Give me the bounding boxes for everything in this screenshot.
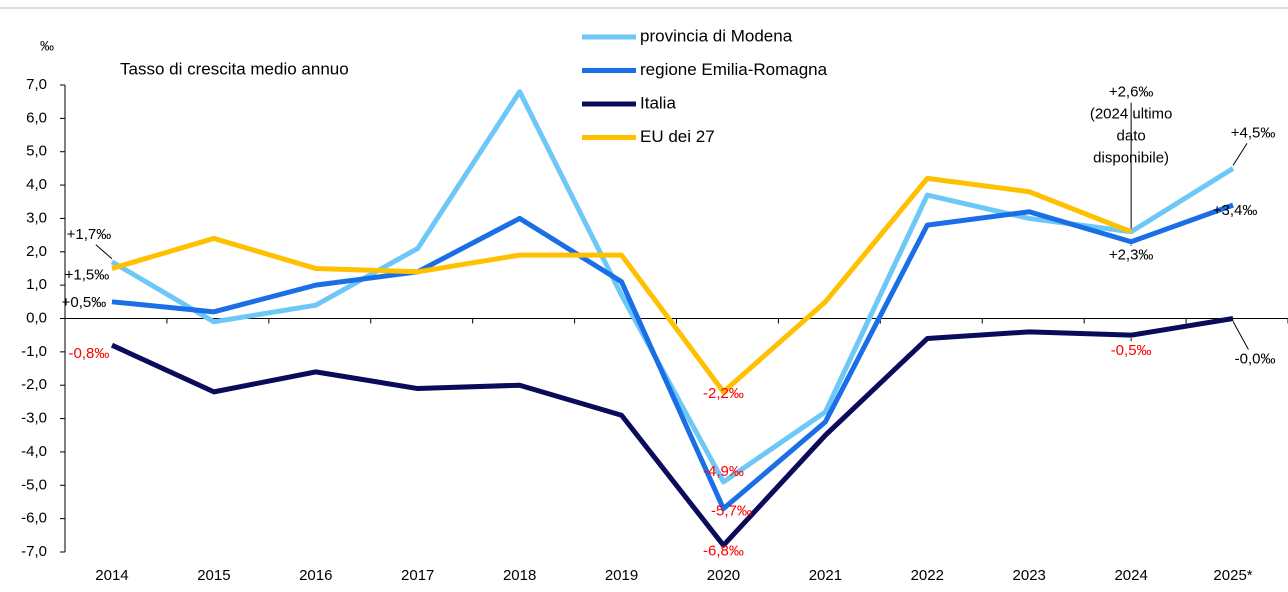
y-tick-label: 5,0 — [26, 143, 47, 160]
series-line — [110, 316, 1234, 548]
legend-label: EU dei 27 — [640, 127, 715, 146]
y-tick-label: -6,0 — [21, 510, 47, 527]
note-line: dato — [1117, 128, 1146, 145]
data-label: -0,0‰ — [1235, 350, 1276, 367]
legend-label: provincia di Modena — [640, 26, 793, 45]
x-tick-label: 2025* — [1213, 567, 1252, 584]
x-tick-label: 2018 — [503, 567, 536, 584]
y-tick-label: 3,0 — [26, 209, 47, 226]
note-line: disponibile) — [1093, 150, 1169, 167]
subtitle: Tasso di crescita medio annuo — [120, 59, 349, 78]
data-label: +0,5‰ — [62, 294, 107, 311]
data-label: -0,5‰ — [1111, 342, 1152, 359]
y-tick-label: -3,0 — [21, 410, 47, 427]
y-tick-label: -7,0 — [21, 543, 47, 560]
y-tick-label: 6,0 — [26, 109, 47, 126]
y-tick-label: 0,0 — [26, 309, 47, 326]
series-line — [110, 89, 1235, 485]
x-tick-label: 2020 — [707, 567, 740, 584]
legend-label: Italia — [640, 93, 676, 112]
data-label: +3,4‰ — [1213, 202, 1258, 219]
series-line — [111, 202, 1234, 512]
x-tick-label: 2019 — [605, 567, 638, 584]
data-label: +2,6‰ — [1109, 84, 1154, 101]
unit-label: ‰ — [40, 38, 54, 54]
note-line: (2024 ultimo — [1090, 106, 1173, 123]
y-tick-label: 4,0 — [26, 176, 47, 193]
x-tick-label: 2015 — [197, 567, 230, 584]
y-tick-label: -5,0 — [21, 476, 47, 493]
x-tick-label: 2016 — [299, 567, 332, 584]
callout-line — [95, 244, 113, 260]
callout-line — [1232, 321, 1249, 350]
x-tick-label: 2023 — [1013, 567, 1046, 584]
data-label: -5,7‰ — [711, 503, 752, 520]
data-label: +2,3‰ — [1109, 247, 1154, 264]
x-tick-label: 2021 — [809, 567, 842, 584]
callout-line — [1232, 143, 1248, 166]
data-label: -6,8‰ — [703, 542, 744, 559]
x-tick-label: 2014 — [95, 567, 128, 584]
x-tick-label: 2017 — [401, 567, 434, 584]
x-tick-label: 2024 — [1114, 567, 1147, 584]
data-label: -2,2‰ — [703, 385, 744, 402]
y-tick-label: 1,0 — [26, 276, 47, 293]
data-label: -0,8‰ — [69, 345, 110, 362]
series-line — [111, 175, 1133, 395]
y-tick-label: -2,0 — [21, 376, 47, 393]
data-label: +1,7‰ — [67, 226, 112, 243]
y-tick-label: -4,0 — [21, 443, 47, 460]
data-label: +4,5‰ — [1231, 124, 1276, 141]
legend-label: regione Emilia-Romagna — [640, 60, 828, 79]
y-tick-label: -1,0 — [21, 343, 47, 360]
data-label: -4,9‰ — [703, 463, 744, 480]
y-tick-label: 2,0 — [26, 243, 47, 260]
y-tick-label: 7,0 — [26, 76, 47, 93]
x-tick-label: 2022 — [911, 567, 944, 584]
data-label: +1,5‰ — [65, 266, 110, 283]
